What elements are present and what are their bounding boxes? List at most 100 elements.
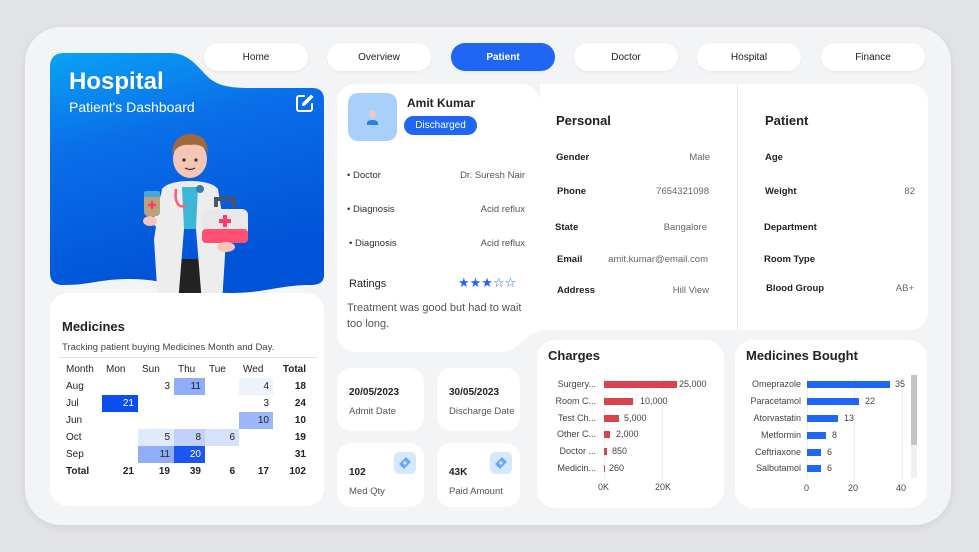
field-label: Gender (556, 152, 590, 163)
nav-finance[interactable]: Finance (821, 43, 925, 71)
bar-value: 260 (609, 463, 625, 473)
value-cell: 11 (174, 378, 205, 395)
value-cell (174, 395, 205, 412)
status-badge: Discharged (404, 116, 477, 135)
bar-value: 5,000 (624, 413, 647, 423)
bar-label: Medicin... (557, 463, 596, 473)
bar[interactable] (604, 415, 619, 422)
chart-title: Charges (548, 348, 601, 363)
chart-scrollbar[interactable] (911, 375, 917, 478)
nav-doctor[interactable]: Doctor (574, 43, 678, 71)
col-header[interactable]: Sun (142, 364, 160, 375)
value-cell: 20 (174, 446, 205, 463)
gridline (902, 378, 903, 480)
total-cell: 31 (294, 449, 306, 460)
nav-patient[interactable]: Patient (451, 43, 555, 71)
ticket-icon (490, 452, 512, 474)
bar[interactable] (807, 465, 821, 472)
doctor-illustration (143, 134, 248, 304)
paid-amount-card: 43K Paid Amount (437, 443, 520, 507)
col-header[interactable]: Month (66, 364, 94, 375)
detail-label: • Diagnosis (347, 204, 395, 215)
med-qty-value: 102 (349, 467, 366, 478)
bar[interactable] (807, 398, 859, 405)
col-header[interactable]: Wed (243, 364, 264, 375)
bar-label: Metformin (760, 430, 801, 440)
field-label: State (555, 222, 579, 233)
field-address: Address Hill View (557, 285, 709, 296)
col-header[interactable]: Tue (209, 364, 226, 375)
total-cell: 21 (122, 466, 134, 477)
bar-value: 35 (895, 379, 906, 389)
hero-title: Hospital (69, 68, 164, 95)
value-cell: 11 (138, 446, 174, 463)
value-cell (138, 395, 174, 412)
bar[interactable] (604, 381, 677, 388)
bar[interactable] (604, 448, 607, 455)
info-card: Personal Gender Male Phone 7654321098 St… (540, 84, 928, 330)
gridline (854, 378, 855, 480)
field-value: Hill View (672, 285, 709, 296)
bar[interactable] (604, 431, 610, 438)
bar-label: Test Ch... (557, 413, 596, 423)
field-phone: Phone 7654321098 (557, 186, 709, 197)
bar[interactable] (604, 398, 633, 405)
divider (59, 357, 317, 358)
bar-value: 10,000 (640, 396, 668, 406)
detail-row-diagnosis: • Diagnosis Acid reflux (349, 238, 525, 249)
detail-value: Acid reflux (480, 204, 525, 215)
bar[interactable] (807, 415, 838, 422)
field-label: Weight (765, 186, 797, 197)
field-value: 7654321098 (656, 186, 709, 197)
patient-info-title: Patient (765, 113, 809, 128)
nav-hospital[interactable]: Hospital (697, 43, 801, 71)
bar-value: 25,000 (679, 379, 707, 389)
axis-tick: 20 (848, 483, 859, 493)
value-cell: 6 (205, 429, 239, 446)
patient-card: Amit Kumar Discharged • Doctor Dr. Sures… (337, 84, 540, 352)
value-cell: 3 (263, 398, 269, 409)
med-qty-label: Med Qty (349, 486, 385, 497)
bar-value: 850 (612, 446, 628, 456)
total-cell: 19 (294, 432, 306, 443)
field-email: Email amit.kumar@email.com (557, 254, 708, 265)
table-row: Sep 11 20 31 (62, 446, 310, 463)
scrollbar-thumb[interactable] (911, 375, 917, 445)
month-cell: Jun (66, 415, 83, 426)
total-cell: 19 (158, 466, 170, 477)
bar-label: Omeprazole (751, 379, 801, 389)
total-cell: 18 (294, 381, 306, 392)
detail-row-doctor: • Doctor Dr. Suresh Nair (347, 170, 525, 181)
admit-date-value: 20/05/2023 (349, 387, 400, 398)
bar-value: 8 (832, 430, 838, 440)
field-blood-group: Blood Group AB+ (766, 283, 914, 294)
edit-icon[interactable] (295, 93, 315, 113)
discharge-date-label: Discharge Date (449, 406, 515, 417)
ratings-label: Ratings (349, 278, 387, 290)
bar[interactable] (604, 465, 605, 472)
col-header[interactable]: Total (282, 364, 306, 375)
col-header[interactable]: Mon (106, 364, 126, 375)
field-label: Room Type (764, 254, 816, 265)
month-cell: Aug (66, 381, 84, 392)
table-row: Jun 10 10 (62, 412, 310, 429)
nav-overview[interactable]: Overview (327, 43, 431, 71)
field-gender: Gender Male (556, 152, 710, 163)
field-label: Phone (557, 186, 587, 197)
month-cell: Oct (66, 432, 82, 443)
field-value[interactable]: amit.kumar@email.com (608, 254, 708, 265)
bar[interactable] (807, 432, 826, 439)
col-header[interactable]: Thu (178, 364, 196, 375)
bar[interactable] (807, 449, 821, 456)
nav-home[interactable]: Home (204, 43, 308, 71)
field-weight: Weight 82 (765, 186, 915, 197)
total-cell: 39 (189, 466, 201, 477)
admit-date-card: 20/05/2023 Admit Date (337, 368, 424, 431)
bar[interactable] (807, 381, 890, 388)
bar-label: Other C... (556, 429, 596, 439)
field-value: Bangalore (663, 222, 707, 233)
medicines-matrix: Month Mon Sun Thu Tue Wed Total Aug 3 11… (62, 361, 310, 480)
detail-label: • Diagnosis (349, 238, 397, 249)
personal-title: Personal (556, 113, 611, 128)
ticket-icon (394, 452, 416, 474)
